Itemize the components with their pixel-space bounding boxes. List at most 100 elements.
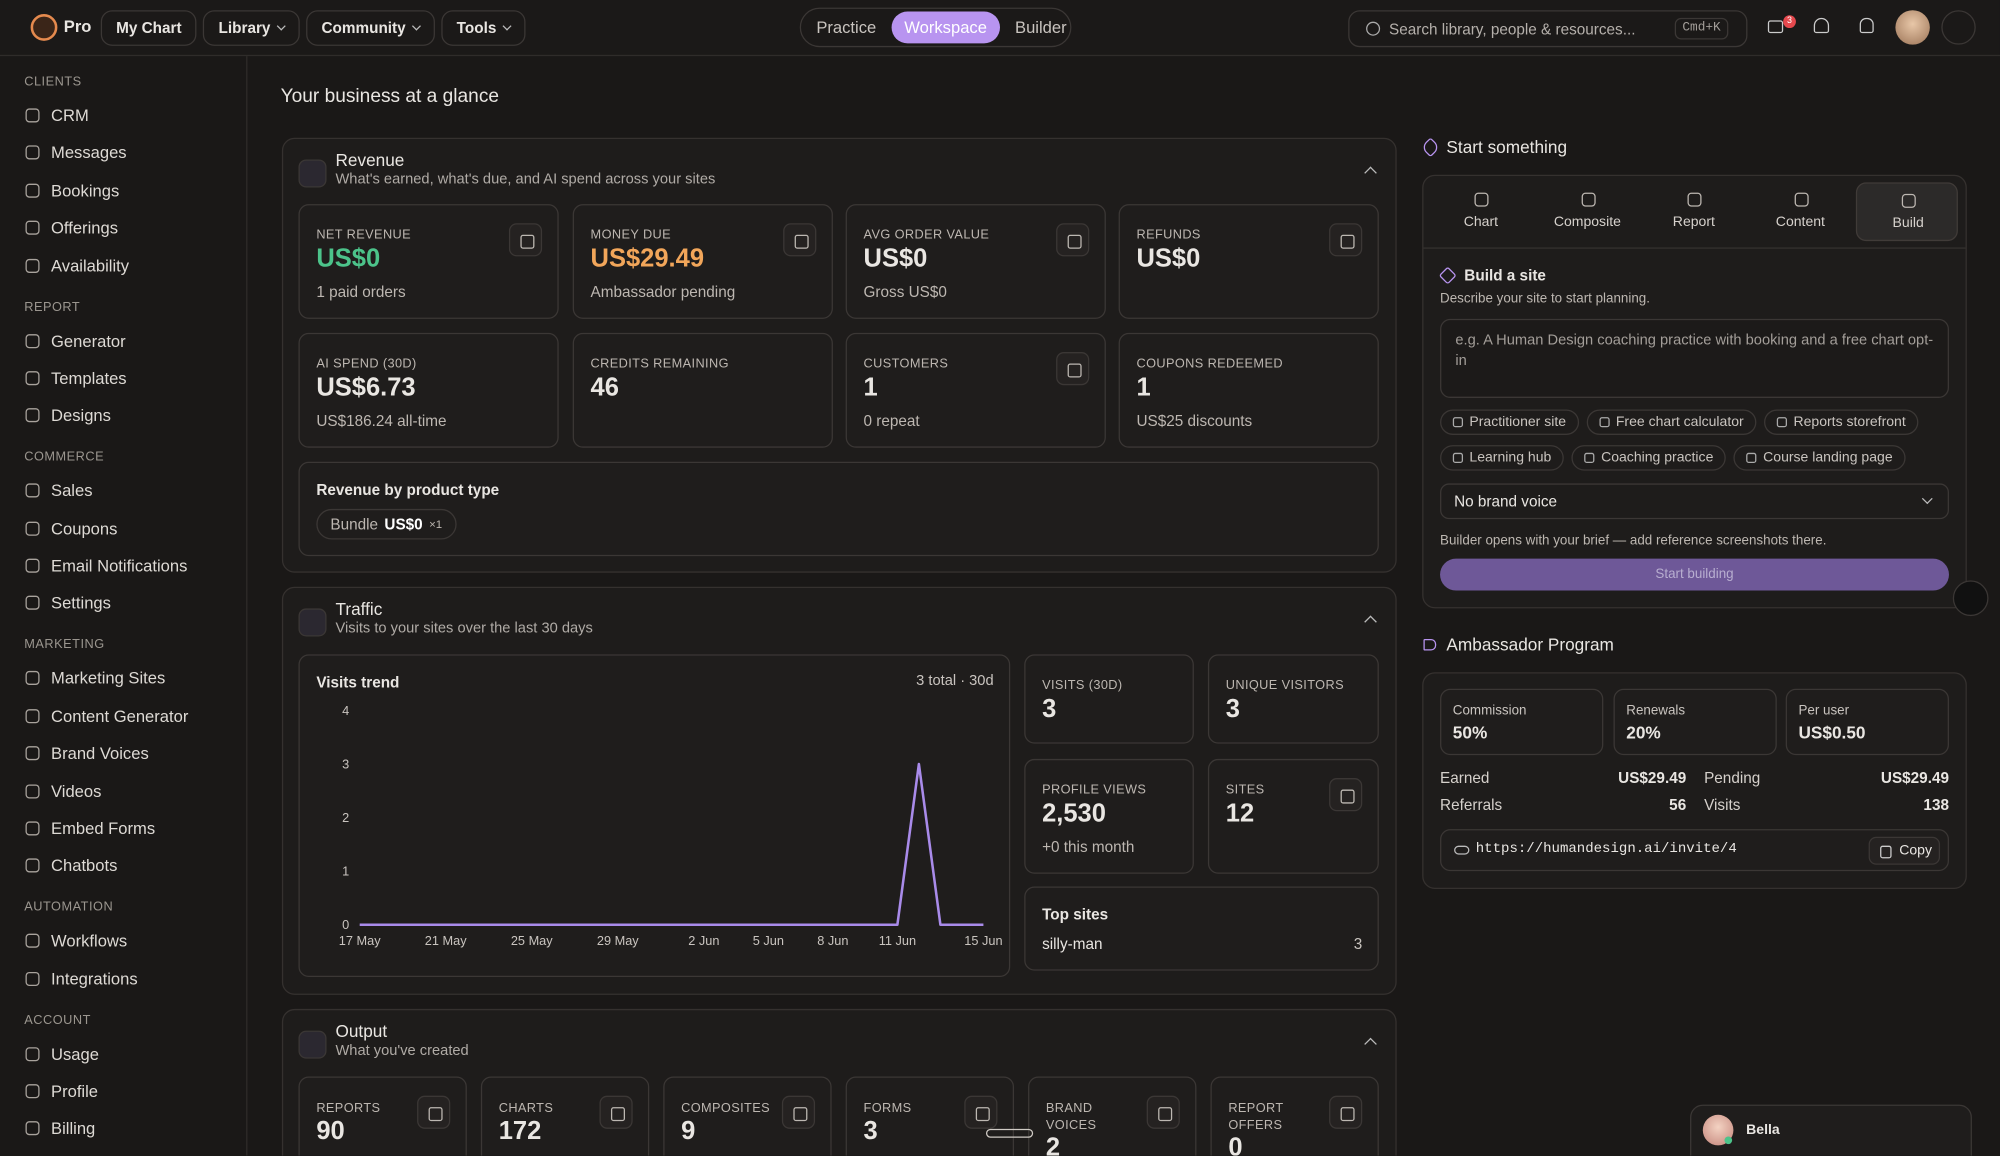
panel-subtitle: What you've created bbox=[335, 1043, 469, 1059]
nav-icon bbox=[25, 971, 40, 986]
chat-name: Bella bbox=[1746, 1122, 1780, 1138]
menu-button[interactable]: Community bbox=[306, 10, 435, 46]
mail-icon[interactable] bbox=[1767, 20, 1784, 34]
menu-button[interactable]: My Chart bbox=[100, 10, 197, 46]
preset-chip[interactable]: Coaching practice bbox=[1571, 445, 1727, 471]
nav-item[interactable]: Offerings bbox=[13, 212, 236, 244]
nav-icon bbox=[25, 333, 40, 348]
x-tick-label: 8 Jun bbox=[817, 933, 848, 948]
tab[interactable]: Report bbox=[1643, 182, 1745, 241]
menu-label: Library bbox=[218, 19, 271, 37]
nav-item[interactable]: Email Notifications bbox=[13, 550, 236, 582]
chevron bbox=[502, 21, 512, 31]
card-icon bbox=[1329, 223, 1363, 257]
panel-subtitle: Visits to your sites over the last 30 da… bbox=[335, 621, 593, 637]
mode-tab[interactable]: Builder bbox=[1015, 17, 1067, 37]
bell-icon[interactable] bbox=[1859, 17, 1874, 34]
chat-widget[interactable]: Bella bbox=[1690, 1104, 1972, 1156]
nav-item[interactable]: Settings bbox=[13, 587, 236, 619]
nav-label: Generator bbox=[51, 330, 126, 351]
preset-chip[interactable]: Practitioner site bbox=[1440, 409, 1579, 435]
tab[interactable]: Chart bbox=[1430, 182, 1532, 241]
mode-tab[interactable]: Workspace bbox=[891, 11, 1000, 44]
people-icon[interactable] bbox=[1813, 17, 1830, 34]
chip-label: Free chart calculator bbox=[1615, 414, 1744, 430]
avatar[interactable] bbox=[1895, 10, 1930, 45]
float-button[interactable] bbox=[1952, 580, 1989, 617]
nav-label: Videos bbox=[51, 781, 102, 801]
preset-chip[interactable]: Free chart calculator bbox=[1586, 409, 1757, 435]
output-card: CHARTS 172 bbox=[480, 1076, 650, 1156]
preset-chips: Practitioner site Free chart calculator Re… bbox=[1440, 409, 1950, 471]
product-chip: Bundle US$0 ×1 bbox=[316, 508, 457, 540]
nav-item[interactable]: Messages bbox=[13, 137, 236, 169]
brand-voice-select[interactable]: No brand voice bbox=[1440, 483, 1949, 520]
box-label: Commission bbox=[1452, 702, 1527, 719]
nav-item[interactable]: Chatbots bbox=[13, 850, 236, 882]
preset-chip[interactable]: Reports storefront bbox=[1764, 409, 1919, 435]
nav-label: Templates bbox=[51, 368, 127, 388]
stat-card: SITES 12 bbox=[1207, 758, 1379, 874]
metric-card: AI SPEND (30D) US$6.73 US$186.24 all-time bbox=[298, 332, 559, 448]
tab-icon bbox=[1580, 192, 1596, 207]
card-label: NET REVENUE bbox=[316, 228, 412, 243]
nav-item[interactable]: CRM bbox=[13, 99, 236, 131]
card-value: 1 bbox=[863, 373, 878, 402]
nav-icon bbox=[25, 521, 40, 536]
menu-button[interactable]: Tools bbox=[441, 10, 526, 46]
tab-icon bbox=[1901, 193, 1916, 208]
nav-item[interactable]: Billing bbox=[13, 1113, 236, 1145]
invite-link-box: https://humandesign.ai/invite/4 Copy bbox=[1440, 829, 1949, 872]
nav-item[interactable]: Coupons bbox=[13, 512, 236, 544]
plus-button[interactable] bbox=[1941, 10, 1976, 45]
nav-item[interactable]: Content Generator bbox=[13, 700, 236, 732]
site-count: 3 bbox=[1353, 934, 1363, 953]
tab[interactable]: Composite bbox=[1536, 182, 1638, 241]
nav-item[interactable]: Availability bbox=[13, 249, 236, 281]
metric-card: AVG ORDER VALUE US$0 Gross US$0 bbox=[845, 204, 1106, 319]
metric-card: COUPONS REDEEMED 1 US$25 discounts bbox=[1118, 332, 1379, 448]
nav-item[interactable]: Embed Forms bbox=[13, 812, 236, 844]
card-icon bbox=[781, 1095, 816, 1129]
preset-chip[interactable]: Learning hub bbox=[1440, 445, 1565, 471]
nav-item[interactable]: Profile bbox=[13, 1075, 236, 1107]
preset-chip[interactable]: Course landing page bbox=[1733, 445, 1906, 471]
tab-icon bbox=[1687, 192, 1702, 207]
stat-card: VISITS (30D) 3 bbox=[1024, 654, 1194, 744]
card-value: US$29.49 bbox=[590, 244, 705, 273]
tab[interactable]: Build bbox=[1855, 182, 1958, 242]
tab-icon bbox=[1474, 192, 1489, 207]
tabs-divider bbox=[1423, 247, 1966, 249]
nav-item[interactable]: Sales bbox=[13, 475, 236, 507]
brief-input[interactable]: e.g. A Human Design coaching practice wi… bbox=[1440, 318, 1949, 398]
nav-item[interactable]: Bookings bbox=[13, 174, 236, 206]
menu-button[interactable]: Library bbox=[203, 10, 300, 46]
chip-label: Practitioner site bbox=[1469, 414, 1567, 430]
card-value: 172 bbox=[498, 1117, 542, 1146]
nav-label: Usage bbox=[51, 1044, 99, 1064]
copy-button[interactable]: Copy bbox=[1868, 836, 1941, 865]
nav-item[interactable]: Workflows bbox=[13, 925, 236, 957]
nav-item[interactable]: Designs bbox=[13, 400, 236, 432]
metric-card: NET REVENUE US$0 1 paid orders bbox=[298, 204, 559, 319]
logo bbox=[30, 14, 58, 41]
tab[interactable]: Content bbox=[1749, 182, 1851, 241]
chevron bbox=[411, 21, 422, 31]
search-box[interactable]: Search library, people & resources... Cmd… bbox=[1348, 10, 1748, 48]
start-button[interactable]: Start building bbox=[1440, 558, 1949, 591]
nav-item[interactable]: Marketing Sites bbox=[13, 662, 236, 694]
nav-item[interactable]: Templates bbox=[13, 362, 236, 394]
panel-subtitle: What's earned, what's due, and AI spend … bbox=[335, 172, 716, 188]
nav-item[interactable]: Integrations bbox=[13, 962, 236, 994]
mode-tab[interactable]: Practice bbox=[816, 17, 877, 37]
panel-title: Traffic bbox=[335, 599, 383, 619]
nav-item[interactable]: Usage bbox=[13, 1038, 236, 1070]
nav-icon bbox=[25, 708, 40, 723]
card-note: +0 this month bbox=[1042, 838, 1135, 856]
nav-item[interactable]: Generator bbox=[13, 325, 236, 357]
nav-item[interactable]: Videos bbox=[13, 775, 236, 807]
nav-icon bbox=[25, 408, 40, 423]
y-tick-label: 4 bbox=[342, 703, 349, 718]
nav-icon bbox=[25, 220, 40, 235]
nav-item[interactable]: Brand Voices bbox=[13, 737, 236, 769]
